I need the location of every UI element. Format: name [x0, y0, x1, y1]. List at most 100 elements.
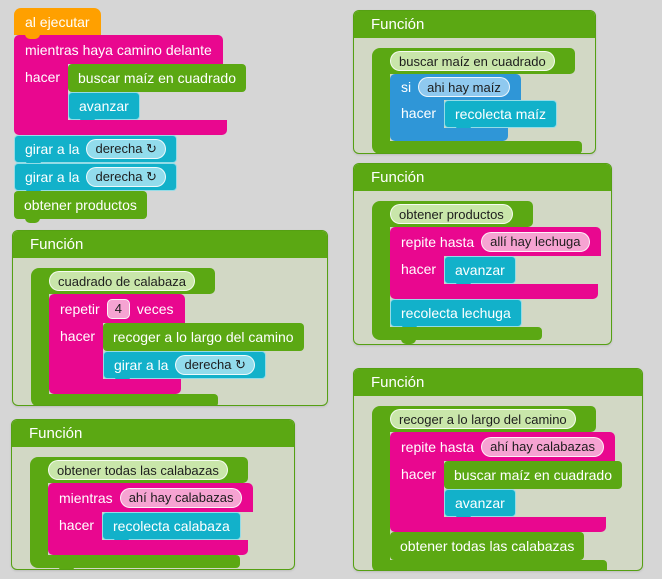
repeat-until-body: hacer avanzar: [390, 256, 516, 287]
if-block-body: hacer recolecta maíz: [390, 100, 558, 131]
while-inner-stack: recolecta calabaza: [102, 512, 241, 543]
command-block-avanzar[interactable]: avanzar: [444, 256, 516, 287]
do-label-area: hacer: [48, 512, 102, 540]
repeat-until-body: hacer buscar maíz en cuadrado avanzar: [390, 461, 622, 520]
if-keyword: si: [401, 79, 412, 95]
function-call-block[interactable]: obtener productos: [14, 191, 147, 223]
call-label: obtener productos: [24, 197, 137, 213]
turn-block[interactable]: girar a la derecha ↻: [103, 351, 266, 382]
do-label-area: hacer: [390, 100, 444, 128]
command-label: avanzar: [455, 262, 505, 278]
function-header: Función: [13, 231, 327, 258]
command-label: recolecta maíz: [455, 106, 547, 122]
do-label-area: hacer: [49, 323, 103, 379]
turn-label: girar a la: [114, 357, 169, 373]
turn-label: girar a la: [25, 169, 80, 185]
repeat-count-field[interactable]: 4: [106, 298, 130, 319]
do-label: hacer: [59, 517, 95, 533]
main-program-stack: al ejecutar mientras haya camino delante…: [14, 8, 246, 223]
command-block-avanzar[interactable]: avanzar: [444, 489, 516, 520]
condition-chip[interactable]: ahí hay calabazas: [481, 436, 604, 457]
repeat-until-keyword: repite hasta: [401, 438, 475, 455]
repeat-until-footer: [390, 517, 606, 536]
function-call-block[interactable]: buscar maíz en cuadrado: [444, 461, 622, 493]
repeat-until-footer: [390, 284, 598, 303]
call-label: recoger a lo largo del camino: [113, 329, 294, 345]
call-label: obtener todas las calabazas: [400, 538, 575, 554]
condition-chip[interactable]: ahí hay calabazas: [119, 487, 243, 508]
definition-footer: [390, 327, 542, 344]
run-block-label: al ejecutar: [25, 13, 90, 30]
while-block-footer: [14, 120, 227, 139]
definition-inner-stack: si ahi hay maíz hacer recolecta maíz: [390, 74, 558, 145]
direction-dropdown[interactable]: derecha ↻: [86, 139, 166, 159]
repeat-keyword: repetir: [60, 300, 100, 317]
repeat-block-body: hacer recoger a lo largo del camino gira…: [49, 323, 304, 382]
definition-footer: [390, 560, 607, 570]
while-block-body: hacer recolecta calabaza: [48, 512, 241, 543]
function-body: buscar maíz en cuadrado si ahi hay maíz …: [354, 38, 595, 153]
function-name-row: recoger a lo largo del camino: [390, 406, 596, 432]
repeat-block-footer: [49, 379, 181, 398]
repeat-inner-stack: buscar maíz en cuadrado avanzar: [444, 461, 622, 520]
call-label: buscar maíz en cuadrado: [78, 70, 236, 86]
function-name-chip[interactable]: cuadrado de calabaza: [49, 271, 195, 291]
function-call-block[interactable]: recoger a lo largo del camino: [103, 323, 304, 355]
if-block-footer: [390, 128, 508, 145]
condition-chip[interactable]: allí hay lechuga: [481, 231, 590, 252]
command-block[interactable]: recolecta calabaza: [102, 512, 241, 543]
while-block-header: mientras ahí hay calabazas: [48, 483, 254, 512]
repeat-until-block[interactable]: repite hasta ahí hay calabazas hacer bus…: [390, 432, 622, 536]
definition-footer: [48, 555, 240, 569]
while-block[interactable]: mientras haya camino delante hacer busca…: [14, 35, 246, 139]
call-label: buscar maíz en cuadrado: [454, 467, 612, 483]
function-name-chip[interactable]: recoger a lo largo del camino: [390, 409, 576, 429]
definition-inner-stack: repite hasta ahí hay calabazas hacer bus…: [390, 432, 622, 564]
do-label-area: hacer: [390, 461, 444, 517]
function-container: Función obtener todas las calabazas mien…: [11, 419, 295, 570]
repeat-block[interactable]: repetir 4 veces hacer recoger a lo largo…: [49, 294, 304, 398]
do-label: hacer: [401, 261, 437, 277]
turn-block[interactable]: girar a la derecha ↻: [14, 163, 177, 194]
condition-chip[interactable]: ahi hay maíz: [418, 77, 510, 97]
while-block[interactable]: mientras ahí hay calabazas hacer recolec…: [48, 483, 254, 559]
function-name-chip[interactable]: buscar maíz en cuadrado: [390, 51, 555, 71]
function-definition-block[interactable]: obtener productos repite hasta allí hay …: [372, 201, 611, 344]
direction-dropdown[interactable]: derecha ↻: [175, 355, 255, 375]
definition-inner-stack: repite hasta allí hay lechuga hacer avan…: [390, 227, 601, 330]
do-label-area: hacer: [390, 256, 444, 284]
function-definition-block[interactable]: recoger a lo largo del camino repite has…: [372, 406, 642, 570]
function-container: Función obtener productos repite hasta a…: [353, 163, 612, 345]
repeat-until-header: repite hasta ahí hay calabazas: [390, 432, 615, 461]
function-header: Función: [12, 420, 294, 447]
repeat-suffix: veces: [136, 300, 174, 317]
while-keyword: mientras: [59, 489, 113, 506]
repeat-until-block[interactable]: repite hasta allí hay lechuga hacer avan…: [390, 227, 601, 303]
do-label: hacer: [401, 466, 437, 482]
while-block-body: hacer buscar maíz en cuadrado avanzar: [14, 64, 246, 123]
function-definition-block[interactable]: obtener todas las calabazas mientras ahí…: [30, 457, 294, 569]
function-name-row: obtener todas las calabazas: [48, 457, 248, 483]
command-label: avanzar: [79, 98, 129, 114]
definition-footer: [390, 141, 582, 153]
function-definition-block[interactable]: buscar maíz en cuadrado si ahi hay maíz …: [372, 48, 595, 153]
function-container: Función recoger a lo largo del camino re…: [353, 368, 643, 571]
function-name-chip[interactable]: obtener productos: [390, 204, 513, 224]
do-label: hacer: [60, 328, 96, 344]
function-header: Función: [354, 164, 611, 191]
function-name-row: cuadrado de calabaza: [49, 268, 215, 294]
turn-label: girar a la: [25, 141, 80, 157]
direction-dropdown[interactable]: derecha ↻: [86, 167, 166, 187]
if-block[interactable]: si ahi hay maíz hacer recolecta maíz: [390, 74, 558, 145]
command-block-avanzar[interactable]: avanzar: [68, 92, 140, 123]
do-label: hacer: [401, 105, 437, 121]
function-name-chip[interactable]: obtener todas las calabazas: [48, 460, 228, 480]
command-block[interactable]: recolecta lechuga: [390, 299, 522, 330]
command-block[interactable]: recolecta maíz: [444, 100, 558, 131]
function-body: obtener productos repite hasta allí hay …: [354, 191, 611, 344]
function-definition-block[interactable]: cuadrado de calabaza repetir 4 veces hac…: [31, 268, 327, 405]
run-block[interactable]: al ejecutar: [14, 8, 101, 39]
turn-block[interactable]: girar a la derecha ↻: [14, 135, 177, 166]
function-call-block[interactable]: buscar maíz en cuadrado: [68, 64, 246, 96]
function-call-block[interactable]: obtener todas las calabazas: [390, 532, 585, 564]
